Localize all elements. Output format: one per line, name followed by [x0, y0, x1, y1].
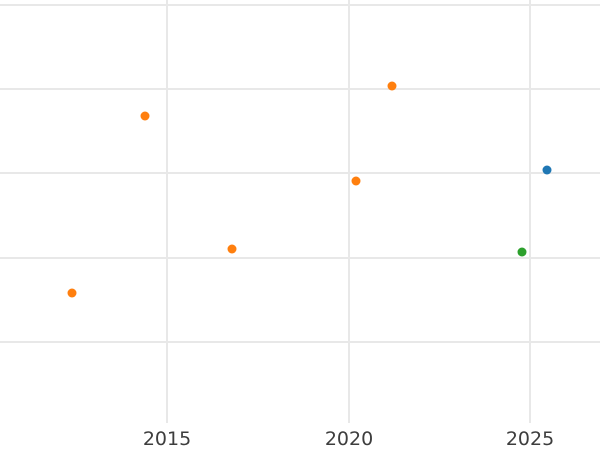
- data-point-green: [517, 247, 527, 257]
- data-point-orange: [351, 176, 361, 186]
- data-point-blue: [542, 165, 552, 175]
- x-tick-label: 2015: [143, 428, 191, 450]
- grid-layer: [0, 0, 600, 423]
- x-tick-label: 2025: [506, 428, 554, 450]
- data-point-orange: [67, 288, 77, 298]
- data-point-orange: [140, 111, 150, 121]
- marker-layer: [67, 81, 552, 298]
- data-point-orange: [227, 244, 237, 254]
- data-point-orange: [387, 81, 397, 91]
- x-tick-label: 2020: [325, 428, 373, 450]
- x-axis-tick-labels: 2015 2020 2025: [143, 428, 554, 450]
